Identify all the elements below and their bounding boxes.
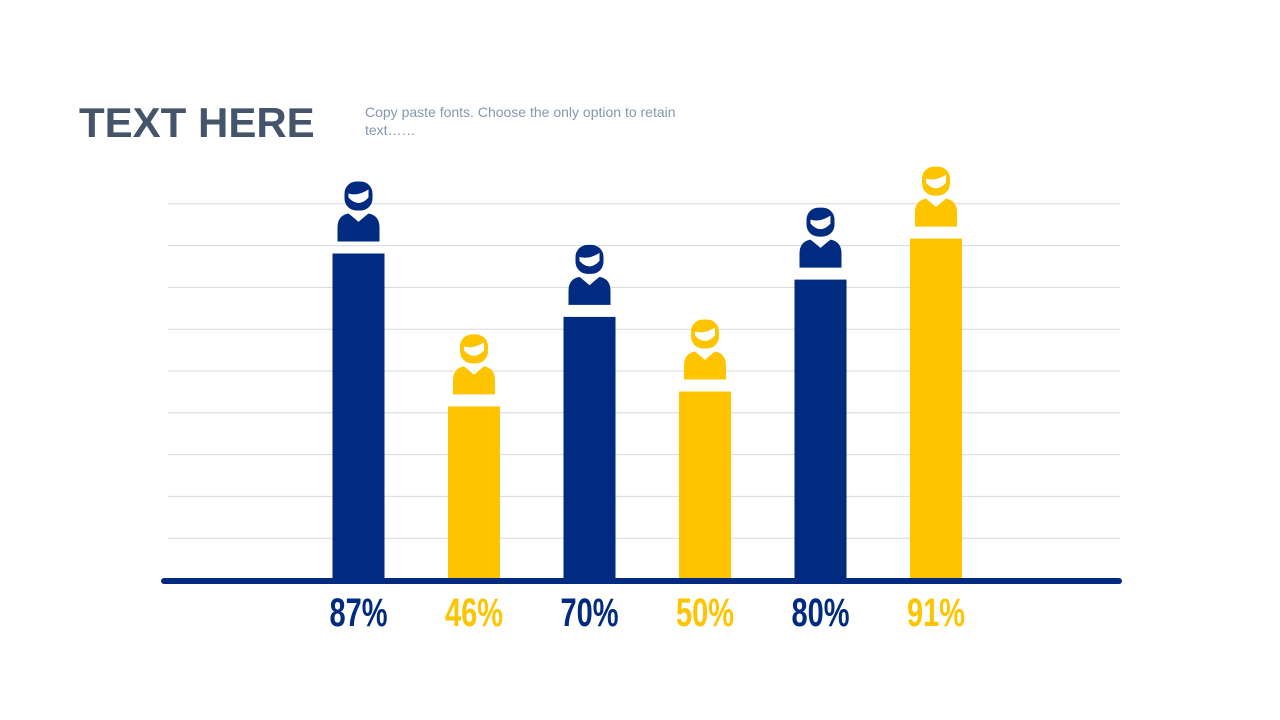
page-title: TEXT HERE [79, 99, 315, 146]
icon-group [337, 166, 957, 395]
grid-lines [168, 203, 1120, 539]
bar [563, 316, 616, 578]
value-label: 46% [445, 591, 503, 635]
person-icon [799, 207, 842, 268]
bar [910, 238, 962, 578]
page-subtitle: Copy paste fonts. Choose the only option… [365, 104, 676, 138]
value-label: 50% [676, 591, 734, 635]
value-label: 87% [330, 591, 388, 635]
bar [794, 279, 847, 578]
person-icon [337, 181, 380, 242]
person-icon [915, 166, 957, 227]
value-label-group: 87% 46% 70% 50% 80% 91% [330, 591, 966, 635]
bar [679, 391, 731, 578]
person-icon [453, 334, 495, 395]
person-icon [568, 244, 611, 305]
bar [332, 253, 385, 578]
bar [448, 406, 500, 578]
value-label: 70% [561, 591, 619, 635]
value-label: 91% [907, 591, 965, 635]
bar-group [332, 238, 962, 578]
value-label: 80% [792, 591, 850, 635]
person-icon [684, 319, 726, 380]
